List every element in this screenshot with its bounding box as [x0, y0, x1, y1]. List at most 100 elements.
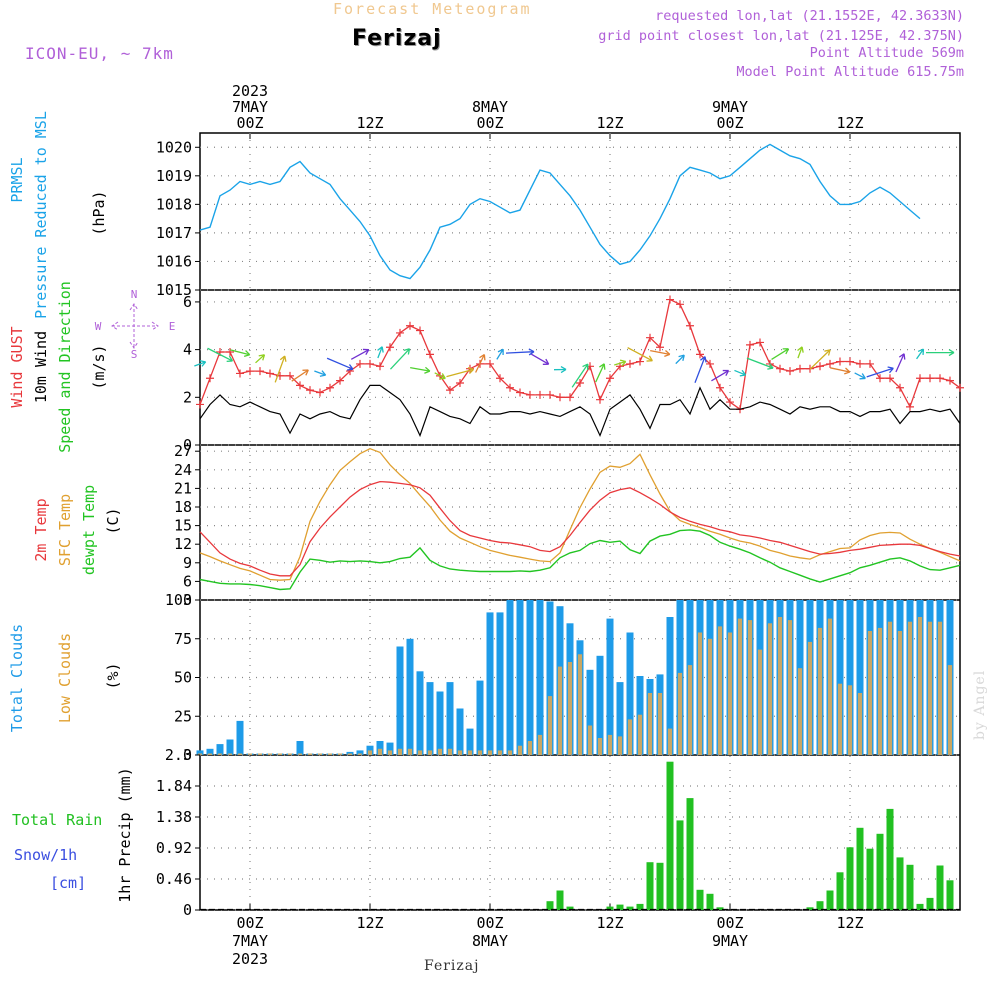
- low-cloud-bar: [727, 632, 733, 755]
- low-cloud-bar: [417, 750, 423, 755]
- bottom-time-label: 2023: [232, 950, 268, 968]
- low-cloud-bar: [397, 748, 403, 755]
- low-cloud-bar: [877, 627, 883, 755]
- top-time-label: 12Z: [596, 114, 623, 132]
- y-tick-label: 1015: [156, 281, 192, 299]
- wind-arrow-head: [302, 369, 309, 376]
- wind-arrow-shaft: [314, 370, 326, 376]
- prmsl-axis-label: PRMSL: [8, 157, 26, 202]
- low-cloud-bar: [817, 627, 823, 755]
- y-tick-label: 0.46: [156, 870, 192, 888]
- rain-bar: [716, 907, 724, 910]
- low-cloud-bar: [247, 753, 253, 755]
- total-cloud-bar: [236, 720, 244, 755]
- wind-gust-marker: [396, 328, 404, 337]
- rain-bar: [556, 890, 564, 910]
- low-cloud-bar: [467, 750, 473, 755]
- wind-arrow-head: [678, 354, 685, 361]
- prmsl-axis-label: Pressure Reduced to MSL: [32, 111, 50, 319]
- wind-arrow-head: [646, 355, 653, 362]
- total-cloud-bar: [546, 601, 554, 755]
- low-cloud-bar: [807, 641, 813, 755]
- wind-arrow-head: [582, 363, 589, 370]
- total-cloud-bar: [226, 739, 234, 755]
- rain-bar: [666, 761, 674, 910]
- wind-direction-arrow: [854, 372, 866, 380]
- rain-bar: [906, 864, 914, 910]
- rain-bar: [706, 893, 714, 910]
- y-tick-label: 1020: [156, 138, 192, 156]
- low-cloud-bar: [577, 654, 583, 756]
- wind-arrow-shaft: [496, 348, 504, 360]
- wind-direction-arrow: [255, 354, 266, 364]
- rain-bar: [896, 857, 904, 910]
- wind-direction-arrow: [595, 363, 606, 383]
- wind-gust-marker: [716, 383, 724, 392]
- wind-direction-arrow: [207, 347, 234, 363]
- wind-gust-marker: [946, 376, 954, 385]
- wind-arrow-head: [619, 359, 627, 367]
- total-cloud-bar: [666, 617, 674, 755]
- low-cloud-bar: [747, 620, 753, 755]
- wind-gust-marker: [606, 374, 614, 383]
- wind-10m-line: [199, 384, 961, 438]
- wind-arrow-head: [700, 356, 707, 363]
- wind-gust-marker: [426, 350, 434, 359]
- total-cloud-bar: [356, 750, 364, 755]
- total-cloud-bar: [366, 745, 374, 755]
- y-tick-label: 3: [183, 591, 192, 609]
- wind-arrow-shaft: [595, 363, 605, 383]
- low-cloud-bar: [717, 626, 723, 755]
- total-cloud-bar: [506, 600, 514, 755]
- y-tick-label: 100: [165, 591, 192, 609]
- low-cloud-bar: [237, 753, 243, 755]
- wind-direction-arrow: [531, 353, 550, 365]
- low-cloud-bar: [317, 753, 323, 755]
- top-time-label: 12Z: [836, 114, 863, 132]
- temp-unit-label: (C): [104, 507, 122, 534]
- compass-n: N: [131, 288, 138, 301]
- wind-direction-arrow: [916, 348, 925, 360]
- low-cloud-bar: [567, 662, 573, 755]
- top-time-label: 8MAY: [472, 98, 508, 116]
- top-time-label: 2023: [232, 82, 268, 100]
- wind-arrow-head: [664, 350, 671, 358]
- wind-arrow-head: [479, 353, 486, 361]
- low-cloud-bar: [667, 728, 673, 755]
- y-tick-label: 21: [174, 479, 192, 497]
- total-cloud-bar: [496, 612, 504, 755]
- low-cloud-bar: [867, 631, 873, 755]
- wind-gust-marker: [526, 390, 534, 399]
- low-cloud-bar: [197, 753, 203, 755]
- rain-bar: [676, 820, 684, 910]
- y-tick-label: 6: [183, 293, 192, 311]
- low-cloud-bar: [387, 750, 393, 755]
- rain-bar: [606, 906, 614, 910]
- wind-gust-marker: [576, 379, 584, 387]
- wind-direction-arrow: [291, 369, 309, 382]
- wind-arrow-head: [560, 366, 567, 374]
- wind-direction-arrow: [505, 348, 535, 356]
- total-cloud-bar: [586, 669, 594, 756]
- wind-arrow-shaft: [771, 348, 789, 360]
- rain-bar: [856, 827, 864, 910]
- wind-gust-marker: [676, 300, 684, 309]
- bottom-time-label: 12Z: [596, 914, 623, 932]
- wind-gust-marker: [416, 326, 424, 335]
- top-time-label: 00Z: [716, 114, 743, 132]
- low-cloud-bar: [627, 719, 633, 755]
- rain-bar: [626, 906, 634, 910]
- model-altitude: Model Point Altitude 615.75m: [736, 64, 964, 80]
- y-tick-label: 0: [183, 746, 192, 764]
- total-cloud-bar: [436, 691, 444, 755]
- wind-direction-arrow: [230, 349, 251, 358]
- y-tick-label: 9: [183, 554, 192, 572]
- total-cloud-bar: [516, 600, 524, 755]
- low-cloud-bar: [827, 618, 833, 755]
- rain-bar: [616, 904, 624, 910]
- rain-bar: [946, 880, 954, 910]
- compass-s: S: [131, 348, 138, 361]
- wind-gust-marker: [296, 381, 304, 390]
- rain-bar: [656, 862, 664, 910]
